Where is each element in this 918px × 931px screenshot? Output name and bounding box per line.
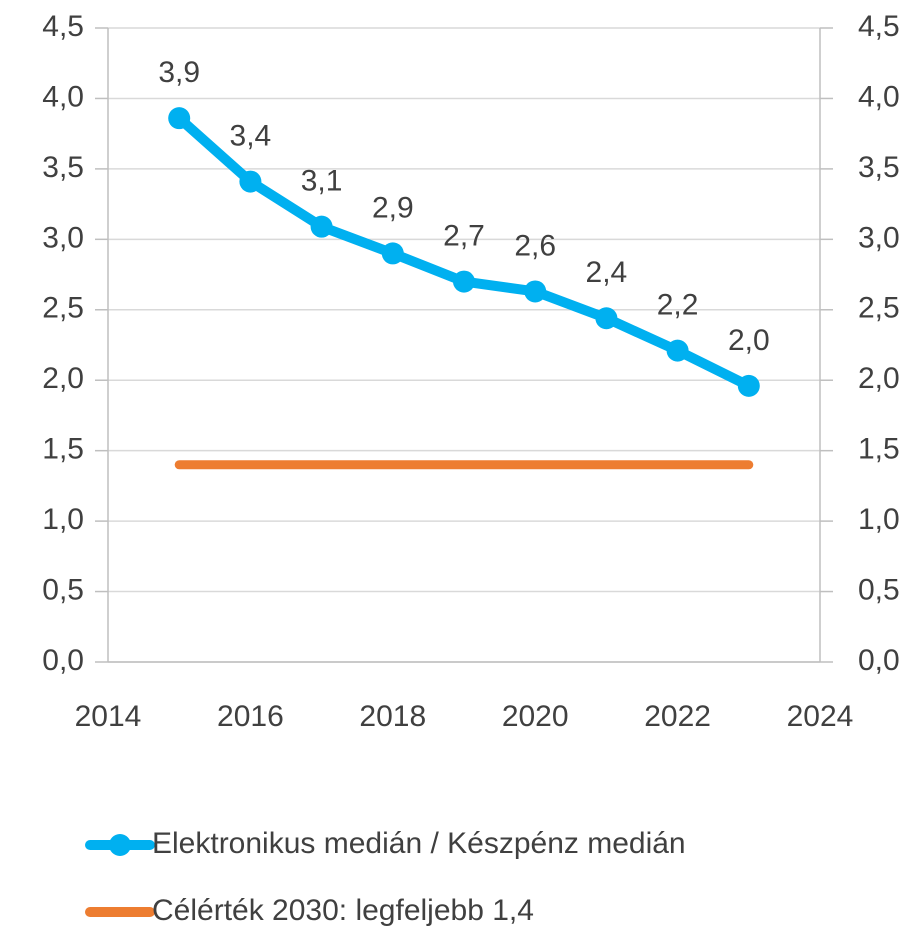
y2-tick-label: 3,5 [858,151,900,184]
y2-tick-label: 4,0 [858,80,900,113]
y-tick-label: 4,5 [42,10,84,43]
y-tick-label: 2,5 [42,292,84,325]
x-tick-label: 2022 [644,700,711,733]
y-tick-label: 0,5 [42,573,84,606]
y2-tick-label: 2,5 [858,292,900,325]
x-tick-label: 2016 [217,700,284,733]
y-tick-label: 2,0 [42,362,84,395]
marker [239,170,262,193]
marker [524,280,547,303]
legend-label: Elektronikus medián / Készpénz medián [152,827,686,860]
y-tick-label: 3,5 [42,151,84,184]
data-label: 3,1 [301,165,343,198]
data-label: 3,4 [230,119,272,152]
y2-tick-label: 2,0 [858,362,900,395]
y-tick-label: 3,0 [42,221,84,254]
y-tick-label: 1,0 [42,503,84,536]
y-tick-label: 1,5 [42,433,84,466]
data-label: 2,7 [443,220,485,253]
data-label: 3,9 [158,56,200,89]
marker [595,307,618,330]
x-tick-label: 2020 [502,700,569,733]
x-tick-label: 2014 [75,700,142,733]
marker [453,270,475,293]
legend-marker [109,834,131,856]
data-label: 2,9 [372,191,414,224]
y2-tick-label: 0,5 [858,573,900,606]
legend-label: Célérték 2030: legfeljebb 1,4 [152,894,534,927]
data-label: 2,2 [657,289,699,322]
data-label: 2,4 [586,256,628,289]
y-tick-label: 4,0 [42,80,84,113]
marker [168,107,191,130]
data-label: 2,0 [728,324,770,357]
y-tick-label: 0,0 [42,644,84,677]
marker [737,374,760,397]
y2-tick-label: 3,0 [858,221,900,254]
data-label: 2,6 [514,229,556,262]
marker [666,339,689,362]
y2-tick-label: 4,5 [858,10,900,43]
x-tick-label: 2024 [787,700,854,733]
y2-tick-label: 1,5 [858,433,900,466]
x-tick-label: 2018 [359,700,426,733]
marker [310,215,333,238]
y2-tick-label: 0,0 [858,644,900,677]
marker [381,242,404,265]
y2-tick-label: 1,0 [858,503,900,536]
